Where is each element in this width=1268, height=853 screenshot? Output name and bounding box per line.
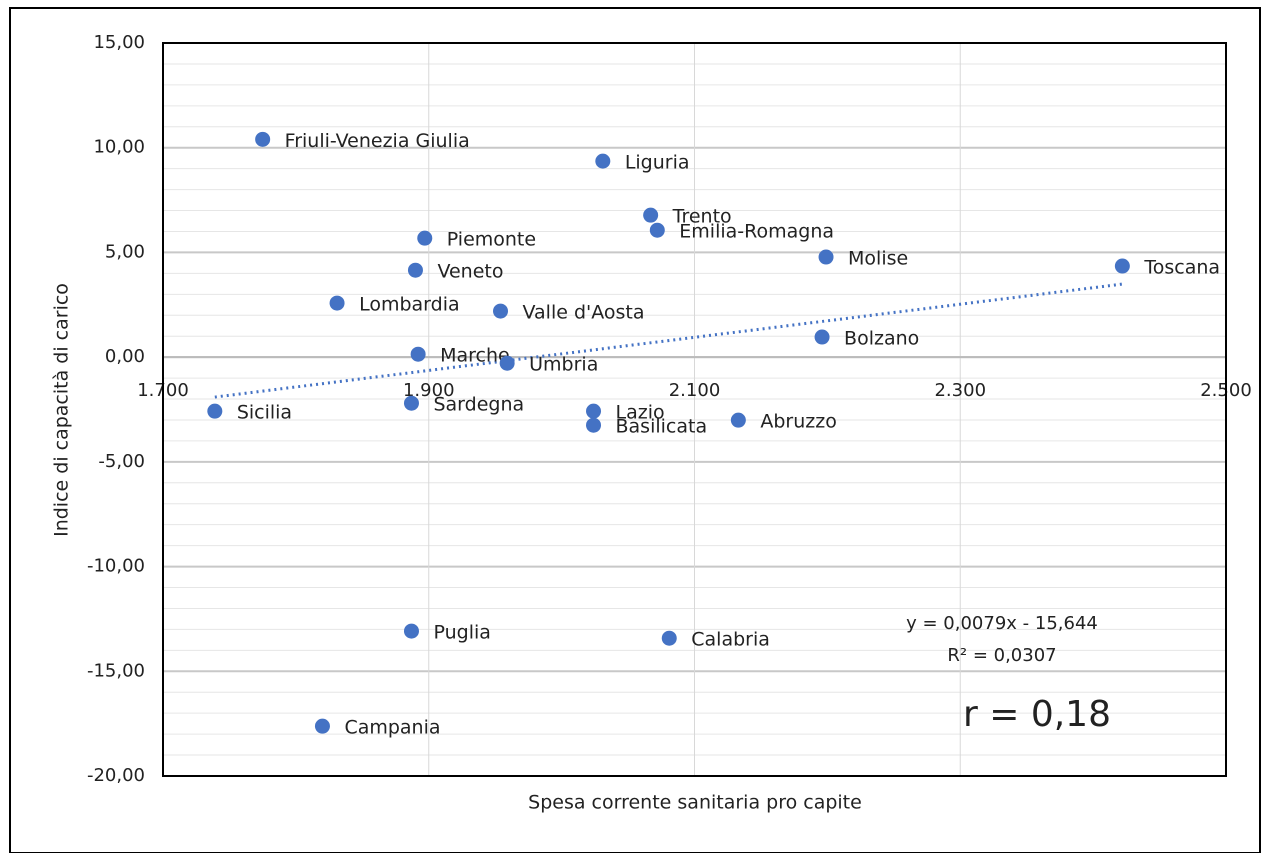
point xyxy=(586,403,602,419)
y-tick-label: 5,00 xyxy=(105,241,145,262)
point xyxy=(649,222,665,238)
point-label: Liguria xyxy=(625,152,690,174)
point-label: Basilicata xyxy=(616,416,708,438)
x-tick-label: 2.300 xyxy=(934,380,986,401)
point-label: Trento xyxy=(672,206,732,228)
point xyxy=(493,303,509,319)
point xyxy=(417,230,433,246)
annotation: r = 0,18 xyxy=(963,694,1111,735)
y-tick-label: -10,00 xyxy=(87,556,145,577)
point-label: Calabria xyxy=(691,629,770,651)
point xyxy=(1114,258,1130,274)
trend-r2: R² = 0,0307 xyxy=(947,645,1056,666)
point-label: Veneto xyxy=(437,261,503,283)
point xyxy=(207,403,223,419)
point-label: Lombardia xyxy=(359,294,460,316)
point-label: Marche xyxy=(440,345,510,367)
chart-frame xyxy=(9,7,1261,853)
point-label: Piemonte xyxy=(447,229,536,251)
point-label: Bolzano xyxy=(844,328,919,350)
plot-frame xyxy=(162,42,1227,777)
x-tick-label: 2.100 xyxy=(669,380,721,401)
point xyxy=(814,329,830,345)
y-tick-label: 0,00 xyxy=(105,346,145,367)
point-label: Umbria xyxy=(529,354,598,376)
y-tick-label: 10,00 xyxy=(93,137,145,158)
point-label: Friuli-Venezia Giulia xyxy=(285,130,470,152)
point xyxy=(643,207,659,223)
point xyxy=(661,630,677,646)
point xyxy=(403,395,419,411)
point xyxy=(595,153,611,169)
point xyxy=(407,262,423,278)
point-label: Abruzzo xyxy=(760,411,836,433)
point-label: Puglia xyxy=(433,622,490,644)
y-tick-label: 15,00 xyxy=(93,32,145,53)
x-axis-label: Spesa corrente sanitaria pro capite xyxy=(528,792,862,814)
point xyxy=(499,355,515,371)
y-tick-label: -20,00 xyxy=(87,765,145,786)
trend-equation: y = 0,0079x - 15,644 xyxy=(906,613,1098,634)
point-label: Sardegna xyxy=(433,394,524,416)
point xyxy=(586,417,602,433)
y-tick-label: -5,00 xyxy=(98,451,145,472)
point-label: Molise xyxy=(848,248,908,270)
point xyxy=(314,718,330,734)
point-label: Emilia-Romagna xyxy=(679,221,834,243)
x-tick-label: 1.900 xyxy=(403,380,455,401)
point xyxy=(730,412,746,428)
trendline xyxy=(214,282,1123,399)
point xyxy=(410,346,426,362)
point xyxy=(255,131,271,147)
point-label: Campania xyxy=(344,717,440,739)
point-label: Lazio xyxy=(616,402,665,424)
point xyxy=(818,249,834,265)
y-tick-label: -15,00 xyxy=(87,660,145,681)
point-label: Toscana xyxy=(1143,257,1220,279)
point-label: Valle d'Aosta xyxy=(523,302,645,324)
y-axis-label: Indice di capacità di carico xyxy=(51,283,73,537)
point-label: Sicilia xyxy=(237,402,292,424)
point xyxy=(329,295,345,311)
point xyxy=(403,623,419,639)
